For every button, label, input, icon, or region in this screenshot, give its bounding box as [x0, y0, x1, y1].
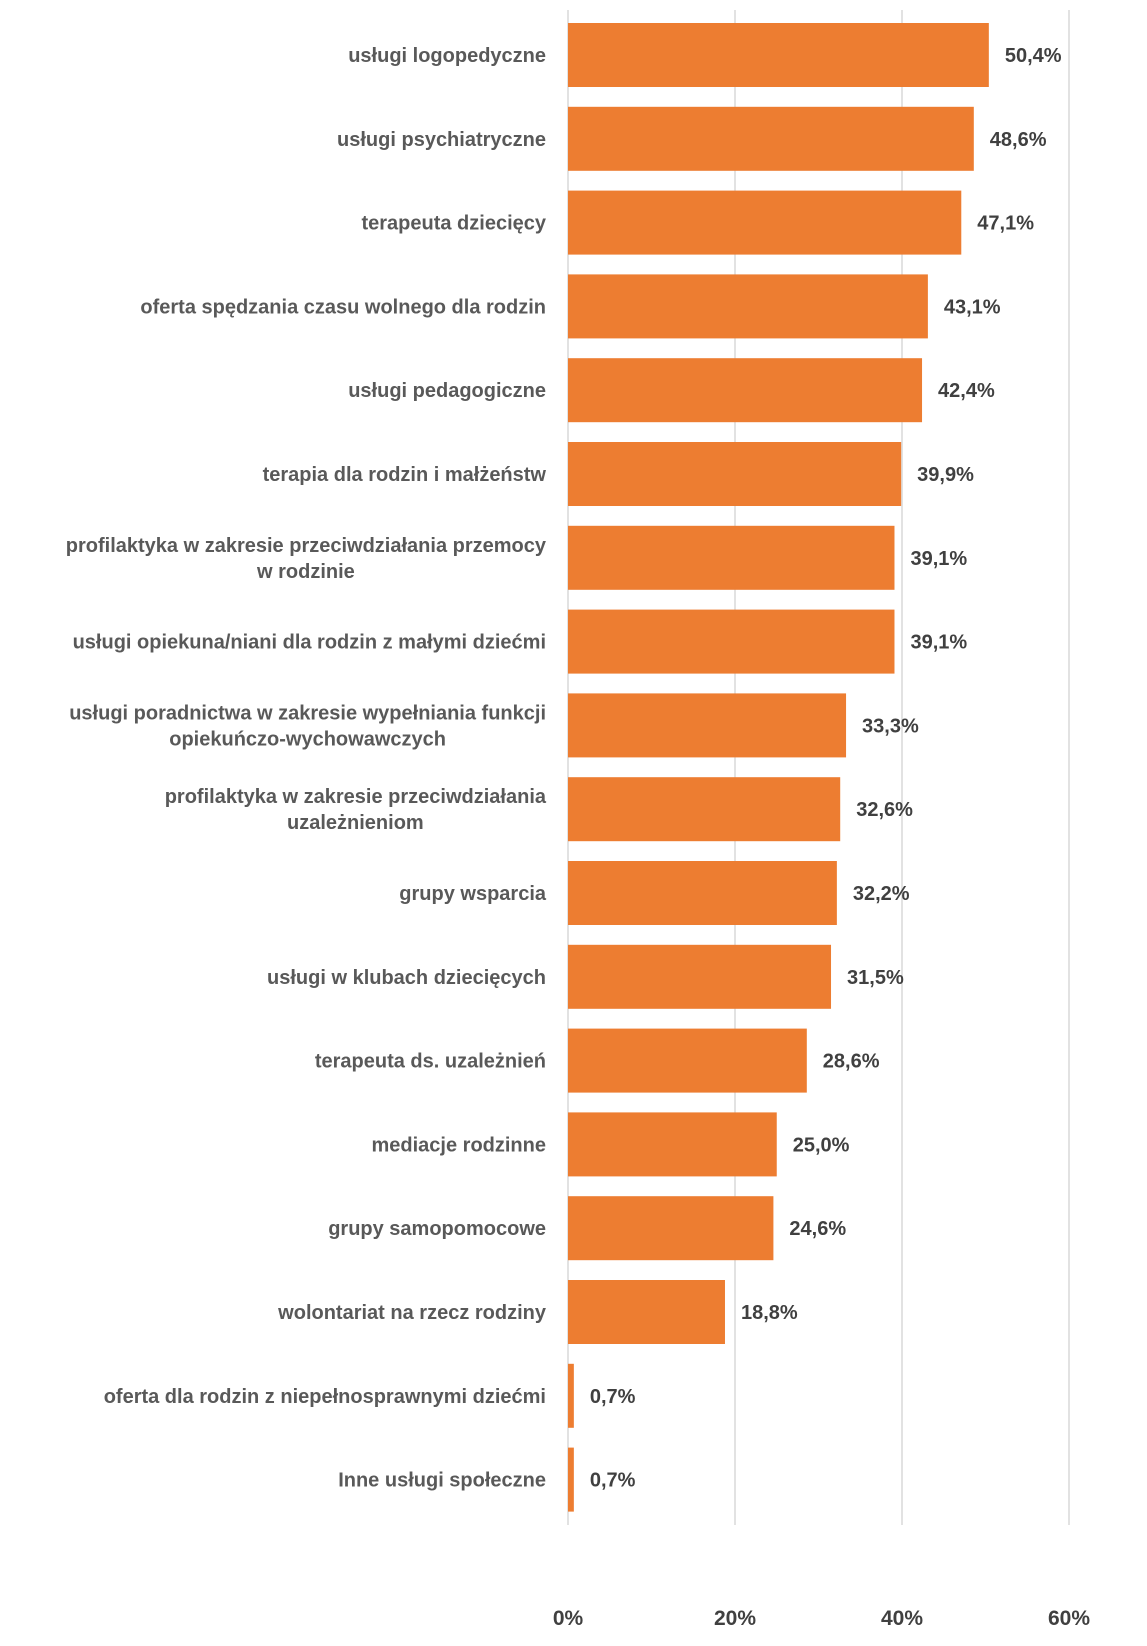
category-label-line: oferta dla rodzin z niepełnosprawnymi dz… [104, 1386, 546, 1408]
category-label-line: grupy wsparcia [399, 883, 547, 905]
value-label: 31,5% [847, 967, 904, 989]
category-label: terapeuta ds. uzależnień [315, 1051, 546, 1073]
category-labels: usługi logopedyczne usługi psychiatryczne… [66, 45, 547, 1492]
value-label: 28,6% [823, 1051, 880, 1073]
value-label: 42,4% [938, 380, 995, 402]
category-label-line: w rodzinie [256, 561, 355, 583]
bar [568, 693, 847, 758]
value-label: 18,8% [741, 1302, 798, 1324]
category-label-line: uzależnieniom [287, 812, 424, 834]
category-label-line: profilaktyka w zakresie przeciwdziałania… [66, 535, 547, 557]
value-label: 48,6% [990, 129, 1047, 151]
bars [568, 23, 989, 1512]
value-label: 50,4% [1005, 45, 1062, 67]
category-label-line: opiekuńczo-wychowawczych [169, 728, 446, 750]
category-label-line: terapeuta ds. uzależnień [315, 1051, 546, 1073]
value-label: 43,1% [944, 296, 1001, 318]
category-label-line: oferta spędzania czasu wolnego dla rodzi… [140, 296, 546, 318]
x-tick-label: 60% [1048, 1607, 1090, 1630]
category-label: usługi opiekuna/niani dla rodzin z małym… [73, 632, 546, 654]
category-label: mediacje rodzinne [372, 1134, 547, 1156]
bar [568, 106, 974, 171]
bar [568, 609, 895, 674]
value-label: 39,1% [910, 632, 967, 654]
bar [568, 190, 962, 255]
value-label: 32,6% [856, 799, 913, 821]
bar [568, 525, 895, 590]
x-axis-tick-labels: 0% 20% 40% 60% [553, 1607, 1091, 1630]
gridlines [567, 10, 1070, 1525]
value-label: 24,6% [789, 1218, 846, 1240]
bar [568, 274, 928, 339]
bar [568, 442, 902, 506]
value-label: 0,7% [590, 1386, 636, 1408]
value-labels: 50,4% 48,6% 47,1% 43,1% 42,4% 39,9% 39,1% 39,1%… [590, 45, 1062, 1492]
x-tick-label: 20% [714, 1607, 756, 1630]
bar [568, 777, 841, 842]
x-tick-label: 40% [881, 1607, 923, 1630]
category-label: oferta dla rodzin z niepełnosprawnymi dz… [104, 1386, 546, 1408]
category-label-line: mediacje rodzinne [372, 1134, 547, 1156]
value-label: 25,0% [793, 1134, 850, 1156]
category-label: usługi psychiatryczne [337, 129, 546, 151]
category-label-line: grupy samopomocowe [328, 1218, 546, 1240]
category-label: terapia dla rodzin i małżeństw [263, 464, 547, 486]
value-label: 0,7% [590, 1470, 636, 1492]
bar [568, 1196, 774, 1261]
category-label: usługi poradnictwa w zakresie wypełniani… [69, 702, 546, 750]
category-label-line: usługi pedagogiczne [348, 380, 546, 402]
category-label: profilaktyka w zakresie przeciwdziałania… [66, 535, 547, 583]
category-label-line: usługi logopedyczne [348, 45, 546, 67]
category-label-line: profilaktyka w zakresie przeciwdziałania [165, 786, 547, 808]
value-label: 39,9% [917, 464, 974, 486]
value-label: 32,2% [853, 883, 910, 905]
bar [568, 944, 832, 1009]
category-label: usługi logopedyczne [348, 45, 546, 67]
category-label-line: usługi poradnictwa w zakresie wypełniani… [69, 702, 546, 724]
bar [568, 1112, 777, 1177]
category-label: wolontariat na rzecz rodziny [277, 1302, 547, 1324]
category-label: usługi pedagogiczne [348, 380, 546, 402]
category-label: oferta spędzania czasu wolnego dla rodzi… [140, 296, 546, 318]
bar [568, 1447, 574, 1512]
bar [568, 358, 923, 423]
category-label-line: Inne usługi społeczne [338, 1470, 546, 1492]
category-label-line: usługi w klubach dziecięcych [267, 967, 546, 989]
value-label: 47,1% [977, 213, 1034, 235]
x-tick-label: 0% [553, 1607, 584, 1630]
category-label: Inne usługi społeczne [338, 1470, 546, 1492]
bar [568, 1363, 574, 1428]
bar [568, 861, 837, 925]
category-label: usługi w klubach dziecięcych [267, 967, 546, 989]
bar [568, 1028, 807, 1093]
category-label-line: wolontariat na rzecz rodziny [277, 1302, 547, 1324]
category-label: grupy wsparcia [399, 883, 547, 905]
bar [568, 1280, 725, 1344]
value-label: 33,3% [862, 715, 919, 737]
category-label-line: usługi psychiatryczne [337, 129, 546, 151]
category-label-line: terapeuta dziecięcy [361, 213, 546, 235]
category-label-line: usługi opiekuna/niani dla rodzin z małym… [73, 632, 546, 654]
value-label: 39,1% [910, 548, 967, 570]
bar [568, 23, 989, 87]
category-label-line: terapia dla rodzin i małżeństw [263, 464, 547, 486]
category-label: terapeuta dziecięcy [361, 213, 546, 235]
category-label: grupy samopomocowe [328, 1218, 546, 1240]
category-label: profilaktyka w zakresie przeciwdziałania… [165, 786, 547, 834]
